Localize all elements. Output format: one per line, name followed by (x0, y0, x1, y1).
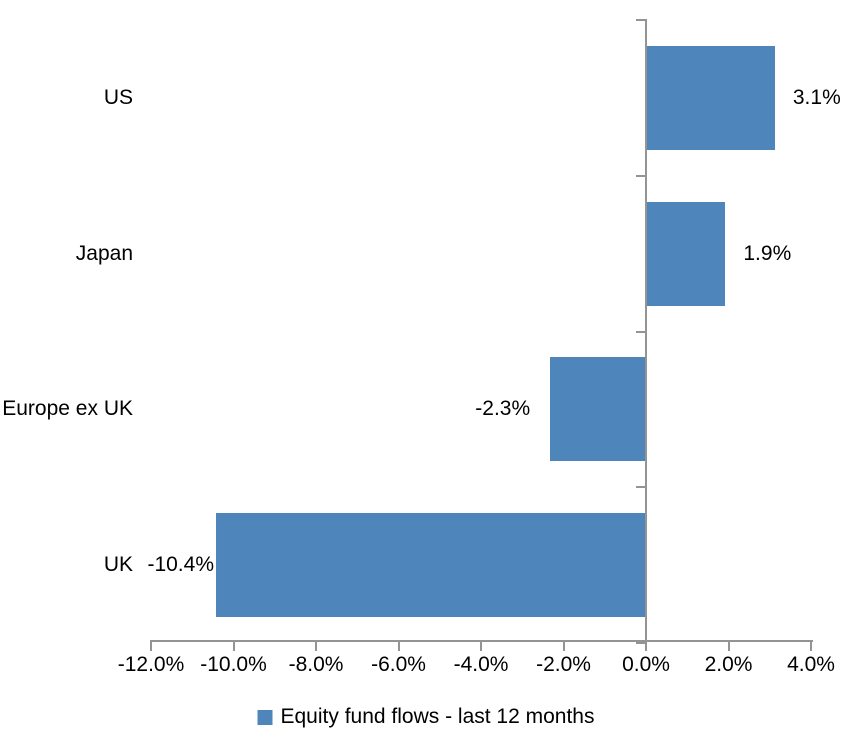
category-axis-tick (636, 642, 645, 644)
legend: Equity fund flows - last 12 months (257, 705, 595, 729)
category-axis-tick (636, 330, 645, 333)
x-axis-tick (232, 640, 235, 651)
bar (216, 513, 645, 617)
x-axis-tick (562, 640, 565, 651)
category-label: Europe ex UK (2, 397, 133, 421)
category-label: US (103, 85, 133, 109)
x-axis-tick (397, 640, 400, 651)
x-axis-tick (480, 640, 482, 651)
x-axis-tick-label: 4.0% (787, 653, 835, 676)
x-axis-tick-label: -2.0% (536, 653, 591, 676)
category-axis-tick (636, 19, 645, 21)
bar (647, 202, 725, 306)
x-axis-tick (810, 640, 812, 651)
x-axis-line (151, 640, 813, 642)
bar (550, 357, 646, 461)
bar (647, 46, 775, 150)
bar-value-label: 1.9% (743, 241, 792, 265)
category-label: Japan (75, 241, 133, 265)
bar-value-label: 3.1% (792, 85, 841, 109)
category-label: UK (103, 553, 133, 577)
x-axis-tick (150, 640, 152, 651)
x-axis-tick-label: -4.0% (453, 653, 509, 676)
legend-label: Equity fund flows - last 12 months (280, 705, 595, 728)
bar-value-label: -10.4% (147, 553, 214, 577)
category-axis-tick (636, 486, 645, 489)
x-axis-tick-label: -12.0% (117, 653, 185, 676)
x-axis-tick-label: 2.0% (704, 653, 753, 676)
x-axis-tick (315, 640, 317, 651)
x-axis-tick-label: -10.0% (200, 653, 267, 676)
zero-axis-line (645, 19, 647, 643)
category-axis-tick (636, 174, 645, 177)
x-axis-tick (727, 640, 730, 651)
x-axis-tick-label: 0.0% (622, 653, 670, 676)
bar-value-label: -2.3% (475, 397, 531, 421)
x-axis-tick-label: -8.0% (288, 653, 344, 676)
x-axis-tick-label: -6.0% (371, 653, 426, 676)
x-axis-tick (645, 640, 647, 651)
legend-marker-square (257, 709, 273, 725)
